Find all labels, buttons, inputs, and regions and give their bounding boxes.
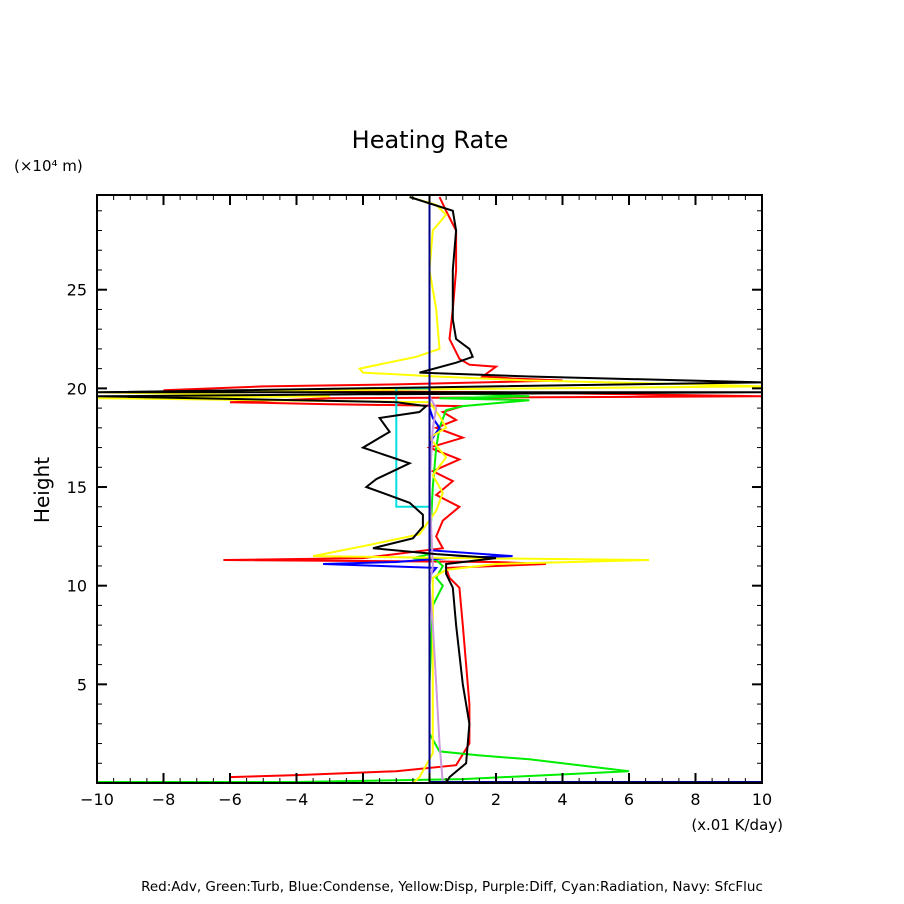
- chart-title: Heating Rate: [352, 126, 509, 154]
- x-tick-label: −10: [80, 790, 114, 809]
- series-line-condense: [323, 407, 513, 577]
- x-tick-label: 2: [491, 790, 501, 809]
- series-line-diff: [428, 395, 444, 784]
- series-line-total: [96, 196, 763, 784]
- x-tick-label: −8: [152, 790, 176, 809]
- series-line-adv: [163, 196, 763, 782]
- x-tick-label: 8: [690, 790, 700, 809]
- x-axis-label: (x.01 K/day): [691, 816, 783, 834]
- y-axis-label: Height: [30, 457, 54, 523]
- y-tick-label: 5: [77, 675, 87, 694]
- tick-label-layer: −10 −8 −6 −4 −2 0 2 4 6 8 10 5 10 15 20 25: [67, 281, 773, 809]
- plot-frame: [96, 194, 763, 784]
- y-tick-label: 25: [67, 281, 87, 300]
- y-tick-label: 10: [67, 577, 87, 596]
- x-tick-label: 6: [624, 790, 634, 809]
- x-tick-label: 0: [424, 790, 434, 809]
- x-tick-label: −4: [285, 790, 309, 809]
- series-line-turb: [97, 391, 630, 783]
- x-tick-label: 4: [557, 790, 567, 809]
- x-tick-label: −2: [351, 790, 375, 809]
- y-tick-label: 20: [67, 379, 87, 398]
- legend-text: Red:Adv, Green:Turb, Blue:Condense, Yell…: [141, 879, 763, 895]
- x-tick-label: −6: [218, 790, 242, 809]
- x-tick-label: 10: [752, 790, 772, 809]
- y-unit-label: (×10⁴ m): [14, 157, 83, 175]
- y-tick-label: 15: [67, 478, 87, 497]
- series-line-disp: [96, 196, 763, 784]
